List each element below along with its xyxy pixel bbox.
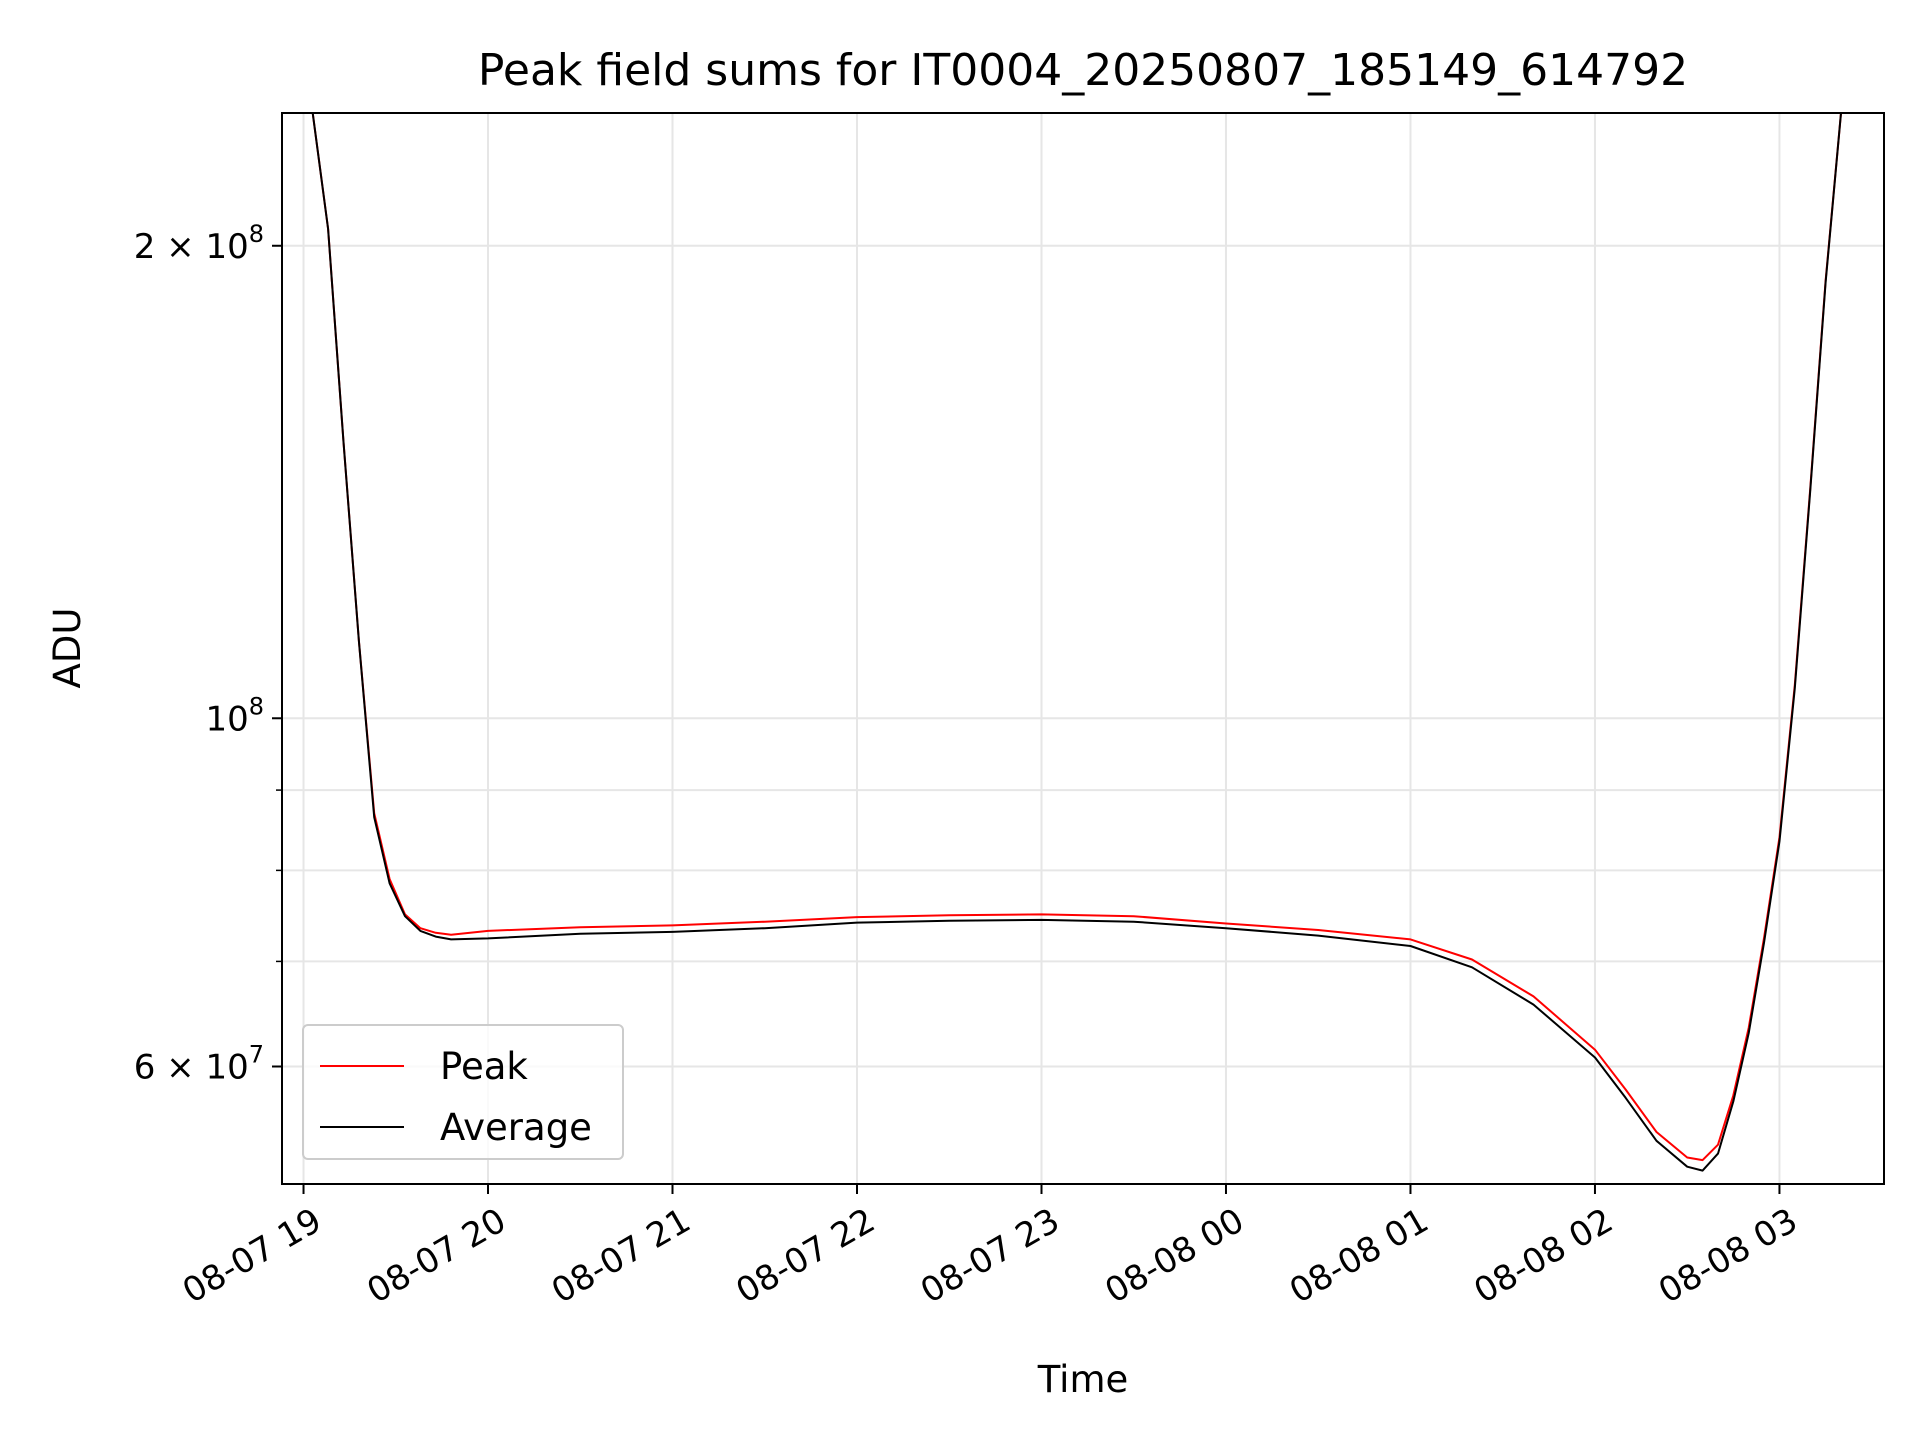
series-line-peak [282, 112, 1884, 1162]
plot-frame [281, 112, 1885, 1185]
legend-swatch-peak [320, 1065, 404, 1067]
x-tick-label: 08-08 01 [1283, 1201, 1435, 1312]
x-tick-label: 08-08 00 [1098, 1201, 1250, 1312]
legend-item-average: Average [320, 1105, 592, 1149]
x-axis-label: Time [1037, 1358, 1129, 1401]
legend-label-average: Average [440, 1105, 592, 1149]
x-tick-label: 08-07 19 [176, 1201, 328, 1312]
series-layer [282, 112, 1884, 1172]
y-axis-label: ADU [46, 608, 89, 689]
x-axis: 08-07 19 08-07 20 08-07 21 08-07 22 08-07 23… [176, 1184, 1804, 1312]
x-tick-label: 08-08 02 [1467, 1201, 1619, 1312]
legend-item-peak: Peak [320, 1044, 528, 1088]
x-tick-label: 08-07 22 [730, 1201, 882, 1312]
x-tick-label: 08-07 21 [545, 1201, 697, 1312]
x-tick-label: 08-08 03 [1652, 1201, 1804, 1312]
x-tick-label: 08-07 20 [361, 1201, 513, 1312]
x-tick-label: 08-07 23 [914, 1201, 1066, 1312]
y-tick-label: 6 × 107 [134, 1040, 264, 1087]
y-tick-label: 108 [205, 692, 264, 739]
legend-label-peak: Peak [440, 1044, 528, 1088]
y-tick-label: 2 × 108 [134, 220, 264, 267]
y-axis: 2 × 108 108 6 × 107 [134, 220, 282, 1087]
series-line-average [282, 112, 1884, 1172]
legend: Peak Average [302, 1024, 624, 1160]
legend-swatch-average [320, 1126, 404, 1128]
chart-title: Peak field sums for IT0004_20250807_1851… [478, 45, 1688, 96]
